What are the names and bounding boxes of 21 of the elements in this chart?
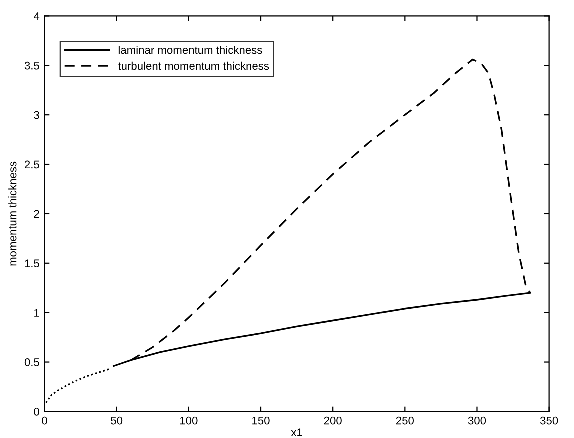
- y-tick-label: 1: [34, 309, 40, 317]
- y-tick-label: 3.5: [24, 62, 40, 70]
- y-tick-label: 3: [34, 111, 40, 120]
- x-tick-label: 350: [540, 416, 558, 425]
- y-axis-title: momentum thickness: [8, 162, 17, 266]
- x-tick-label: 150: [252, 416, 270, 425]
- y-tick-label: 1.5: [25, 260, 40, 268]
- legend-label: laminar momentum thickness: [118, 46, 262, 54]
- x-tick-label: 50: [111, 416, 123, 425]
- legend-label: turbulent momentum thickness: [118, 62, 270, 70]
- y-tick-label: 4: [34, 12, 40, 20]
- x-tick-label: 100: [180, 416, 198, 425]
- y-tick-label: 2: [34, 210, 40, 218]
- x-tick-label: 300: [468, 416, 486, 425]
- x-tick-label: 0: [42, 416, 48, 425]
- x-tick-label: 250: [396, 416, 414, 425]
- y-tick-label: 0.5: [24, 358, 40, 366]
- x-tick-label: 200: [324, 416, 342, 425]
- y-tick-label: 2.5: [25, 160, 40, 169]
- x-axis-title: x1: [291, 428, 302, 436]
- y-tick-label: 0: [34, 408, 40, 416]
